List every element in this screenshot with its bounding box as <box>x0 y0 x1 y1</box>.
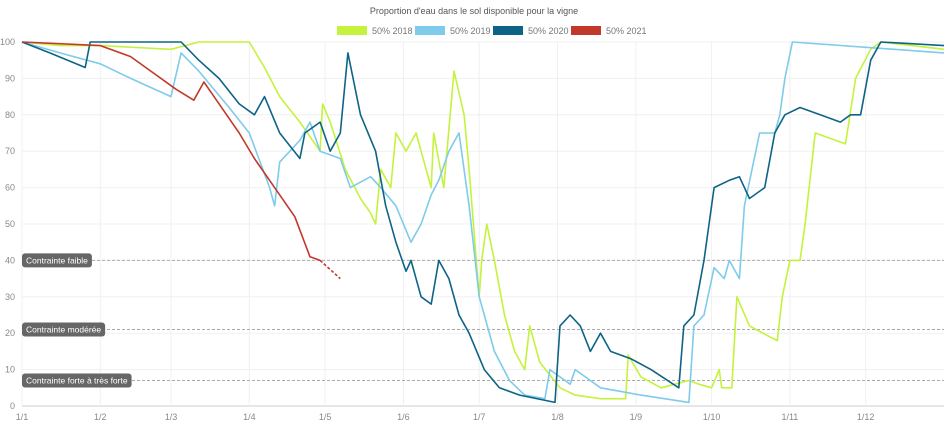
legend-swatch <box>571 26 601 35</box>
series-line-50-2019 <box>21 41 945 404</box>
x-tick-label: 1/4 <box>243 412 256 422</box>
chart-title: Proportion d'eau dans le sol disponible … <box>370 6 578 16</box>
legend-label: 50% 2020 <box>528 26 569 36</box>
threshold-label-bg <box>22 373 132 388</box>
x-tick-label: 1/12 <box>857 412 875 422</box>
y-tick-label: 80 <box>5 110 15 120</box>
x-tick-label: 1/5 <box>319 412 332 422</box>
series-forecast-line <box>319 259 341 280</box>
y-tick-label: 30 <box>5 292 15 302</box>
legend-swatch <box>415 26 445 35</box>
series-line-50-2020 <box>21 41 945 404</box>
x-tick-label: 1/1 <box>16 412 29 422</box>
threshold-label: Contrainte faible <box>26 255 88 265</box>
y-tick-label: 40 <box>5 255 15 265</box>
legend-item[interactable]: 50% 2021 <box>571 26 647 36</box>
threshold-labels: Contrainte faible Contrainte modérée Contr… <box>22 253 132 388</box>
x-tick-label: 1/9 <box>630 412 643 422</box>
threshold-label: Contrainte modérée <box>26 325 101 335</box>
threshold-label-bg <box>22 322 106 337</box>
y-tick-label: 50 <box>5 219 15 229</box>
legend-label: 50% 2019 <box>450 26 491 36</box>
series-line-50-2021 <box>21 41 321 262</box>
series-line-50-2018 <box>21 41 945 400</box>
x-tick-label: 1/6 <box>397 412 410 422</box>
legend-label: 50% 2018 <box>372 26 413 36</box>
y-tick-label: 100 <box>0 37 15 47</box>
y-tick-label: 10 <box>5 365 15 375</box>
thresholds <box>22 259 944 382</box>
x-tick-label: 1/10 <box>703 412 721 422</box>
x-tick-label: 1/7 <box>473 412 486 422</box>
y-tick-label: 0 <box>10 401 15 411</box>
y-tick-label: 70 <box>5 146 15 156</box>
legend-label: 50% 2021 <box>606 26 647 36</box>
x-tick-label: 1/2 <box>94 412 107 422</box>
y-tick-label: 20 <box>5 328 15 338</box>
legend-item[interactable]: 50% 2019 <box>415 26 491 36</box>
threshold-label: Contrainte forte à très forte <box>26 376 128 386</box>
legend-swatch <box>493 26 523 35</box>
legend: 50% 2018 50% 2019 50% 2020 50% 2021 <box>337 26 647 36</box>
y-tick-label: 60 <box>5 183 15 193</box>
series-group <box>21 41 945 404</box>
legend-item[interactable]: 50% 2018 <box>337 26 413 36</box>
legend-item[interactable]: 50% 2020 <box>493 26 569 36</box>
legend-swatch <box>337 26 367 35</box>
x-tick-label: 1/3 <box>165 412 178 422</box>
x-tick-label: 1/11 <box>781 412 798 422</box>
threshold-label-bg <box>22 253 92 268</box>
x-tick-label: 1/8 <box>551 412 564 422</box>
y-tick-label: 90 <box>5 73 15 83</box>
